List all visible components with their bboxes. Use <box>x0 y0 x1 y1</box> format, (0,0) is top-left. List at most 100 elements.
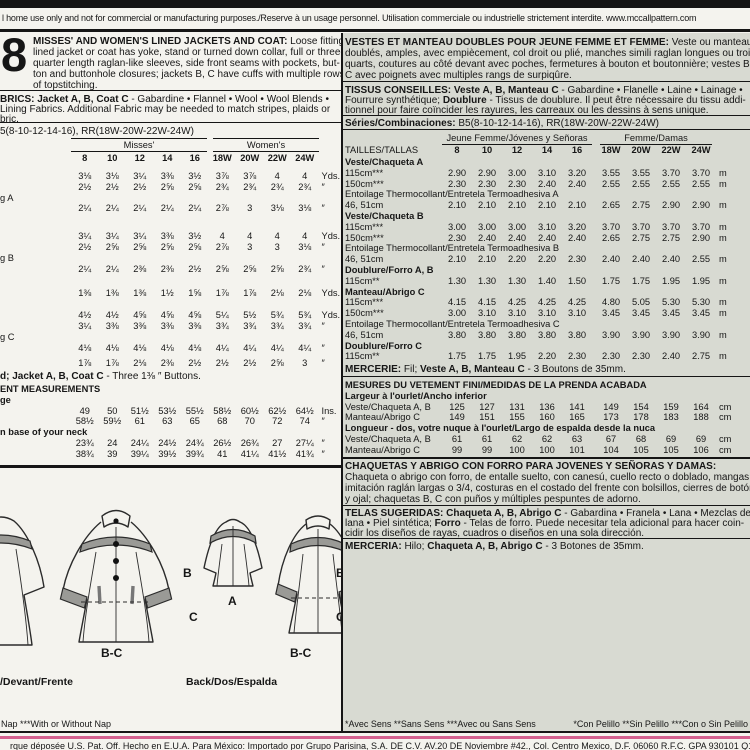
finished-measurements-table: ENT MEASUREMENTS ge 49 50 51½ 53½ 55½ 58½ 60½ 62½… <box>0 384 356 460</box>
coat-a-front-partial-drawing <box>0 516 45 646</box>
table-row: 38¾ 39 39¼ 39½ 39¾ 41 41¼ 41½ 41¾ ″ <box>75 448 325 459</box>
coat-bc-front-drawing <box>59 509 173 643</box>
top-rule <box>0 29 750 32</box>
garment-description-line-4: ton and buttonhole closures; jackets B, … <box>33 69 345 80</box>
notions-line: d; Jacket A, B, Coat C - Three 1⅜ ″ Butt… <box>0 371 201 382</box>
table-row: 3⅛ 3⅛ 3¼ 3⅜ 3½ 3⅞ 3⅞ 4 4 Yds. <box>78 171 341 181</box>
table-row: 1⅜ 1⅜ 1⅜ 1½ 1⅝ 1⅞ 1⅞ 2⅛ 2⅛ Yds. <box>78 288 341 299</box>
fabrics-line-2: Lining Fabrics. Additional Fabric may be… <box>0 104 331 115</box>
view-b-label-front: B <box>183 566 192 580</box>
french-spanish-panel-background <box>341 33 750 731</box>
table-row: 3¼ 3⅜ 3⅜ 3⅜ 3⅜ 3¾ 3¾ 3¾ 3¾ ″ <box>78 320 325 331</box>
table-row: 4½ 4½ 4⅝ 4⅝ 4⅝ 5¼ 5½ 5¾ 5¾ Yds. <box>78 310 341 321</box>
table-row: 2¼ 2¼ 2⅜ 2⅜ 2½ 2⅝ 2⅝ 2⅝ 2¾ ″ <box>78 263 325 274</box>
table-row: Manteau/Abrigo C 99 99 100 100 101 104 105 105 10… <box>345 444 732 455</box>
size-group-header: Misses' Women's <box>0 138 319 152</box>
fr-description-line-3: quarts, coutures au côté devant avec poc… <box>345 59 750 70</box>
table-row: ENT MEASUREMENTS <box>0 384 101 394</box>
tailles-header-row: TAILLES/TALLAS 8 10 12 14 16 18W 20W 22W 24W <box>345 145 716 156</box>
top-legal-line: l home use only and not for commercial o… <box>2 13 697 23</box>
telas-line-1: TELAS SUGERIDAS: Chaqueta A, B, Abrigo C… <box>345 508 750 519</box>
view-c-label-front: C <box>189 610 198 624</box>
mercerie-line: MERCERIE: Fil; Veste A, B, Manteau C - 3… <box>345 364 626 375</box>
table-row: 115cm** 1.75 1.75 1.95 2.20 2.30 2.30 2.30 2.40 2… <box>345 351 727 362</box>
garment-description-line-1: MISSES' AND WOMEN'S LINED JACKETS AND CO… <box>33 36 347 47</box>
table-row: 150cm*** 3.00 3.10 3.10 3.10 3.10 3.45 3.45 3.45… <box>345 308 727 319</box>
table-row: 115cm** 1.30 1.30 1.30 1.40 1.50 1.75 1.75 1.95 1… <box>345 275 727 286</box>
table-row: Entoilage Thermocollant/Entretela Termoa… <box>345 189 559 200</box>
chaquetas-line-2: Chaqueta o abrigo con forro, de entalle … <box>345 472 750 483</box>
fabrics-line-3: bric. <box>0 114 19 125</box>
table-row: 2¼ 2¼ 2¼ 2¼ 2¼ 2⅞ 3 3⅛ 3⅛ ″ <box>78 203 325 214</box>
table-row: Entoilage Thermocollant/Entretela Termoa… <box>345 318 560 329</box>
jeune-femme-group-label: Jeune Femme/Jóvenes y Señoras <box>442 133 592 145</box>
con-pelillo-footnote: *Con Pelillo **Sin Pelillo ***Con o Sin … <box>573 719 748 729</box>
table-row: Veste/Chaqueta B <box>345 210 424 221</box>
table-row: 2½ 2½ 2½ 2⅝ 2⅝ 2¾ 2¾ 2¾ 2¾ ″ <box>78 181 325 192</box>
table-row: 2½ 2⅝ 2⅝ 2⅝ 2⅝ 2⅞ 3 3 3⅛ ″ <box>78 241 325 252</box>
table-row: Veste/Chaqueta A <box>345 157 424 167</box>
table-row: Largeur à l'ourlet/Ancho inferior <box>345 390 487 401</box>
table-row: ge <box>0 394 11 405</box>
pink-rule <box>0 736 750 739</box>
table-row: 115cm*** 2.90 2.90 3.00 3.10 3.20 3.55 3.55 3.70… <box>345 167 727 178</box>
table-row: Entoilage Thermocollant/Entretela Termoa… <box>345 243 560 254</box>
garment-description-line-3: quarter length raglan-like sleeves, side… <box>33 58 340 69</box>
table-row: Doublure/Forro A, B <box>345 264 434 275</box>
table-row: g B <box>0 252 14 263</box>
fr-description-line-1: VESTES ET MANTEAU DOUBLES POUR JEUNE FEM… <box>345 37 750 48</box>
table-row: TAILLES/TALLAS 8 10 12 14 16 18W 20W 22W 24W <box>345 145 711 155</box>
telas-line-3: cidir los diseños de rayas, cuadros o di… <box>345 528 645 539</box>
table-row: 49 50 51½ 53½ 55½ 58½ 60½ 62½ 64½ Ins. <box>79 405 337 416</box>
garment-description-line-5: of topstitching. <box>33 80 98 91</box>
bottom-rule <box>0 731 750 733</box>
table-row: Longueur - dos, votre nuque à l'ourlet/L… <box>345 423 656 434</box>
womens-group-label: Women's <box>213 138 319 152</box>
table-row: Manteau/Abrigo C 149 151 155 160 165 173 178 183… <box>345 412 732 423</box>
fabrics-line-1: BRICS: Jacket A, B, Coat C - Gabardine •… <box>0 94 329 105</box>
divider <box>343 129 750 130</box>
heavy-divider <box>343 457 750 460</box>
chaquetas-line-1: CHAQUETAS Y ABRIGO CON FORRO PARA JOVENE… <box>345 461 717 472</box>
table-row: n base of your neck <box>0 427 88 438</box>
misses-group-label: Misses' <box>71 138 207 152</box>
table-row: 150cm*** 2.30 2.30 2.30 2.40 2.40 2.55 2.55 2.55… <box>345 178 727 189</box>
merceria-line: MERCERIA: Hilo; Chaqueta A, B, Abrigo C … <box>345 541 644 552</box>
table-row: 46, 51cm 3.80 3.80 3.80 3.80 3.80 3.90 3.90 3.90… <box>345 329 727 340</box>
divider <box>343 81 750 82</box>
pattern-number: 8 <box>1 28 28 81</box>
fr-size-group-header: Jeune Femme/Jóvenes y Señoras Femme/Dama… <box>345 133 712 145</box>
nap-footnote: Nap ***With or Without Nap <box>1 719 112 729</box>
table-row: 46, 51cm 2.10 2.10 2.20 2.20 2.30 2.40 2.40 2.40… <box>345 254 727 265</box>
divider <box>343 115 750 116</box>
views-bc-label-back: B-C <box>290 646 312 660</box>
left-size-header-row: 8 10 12 14 16 18W 20W 22W 24W <box>0 153 319 164</box>
table-row: g A <box>0 192 14 203</box>
telas-line-2: lana • Piel sintética; Forro - Telas de … <box>345 518 745 529</box>
table-row: Doublure/Forro C <box>345 340 422 351</box>
fr-description-line-2: doublés, amples, avec empiècement, col d… <box>345 48 750 59</box>
garment-description-line-2: lined jacket or coat has yoke, stand or … <box>33 47 344 58</box>
table-row: 46, 51cm 2.10 2.10 2.10 2.10 2.10 2.65 2.75 2.90… <box>345 200 727 211</box>
table-row: 115cm*** 4.15 4.15 4.25 4.25 4.25 4.80 5.05 5.30… <box>345 297 727 308</box>
back-caption: Back/Dos/Espalda <box>186 676 278 688</box>
divider <box>343 538 750 539</box>
femme-damas-group-label: Femme/Damas <box>600 133 712 145</box>
table-row: 1⅞ 1⅞ 2⅛ 2⅜ 2½ 2½ 2½ 2⅝ 3 ″ <box>78 358 325 369</box>
tissus-line-1: TISSUS CONSEILLES: Veste A, B, Manteau C… <box>345 85 743 96</box>
series-combinations-line: Séries/Combinaciones: B5(8-10-12-14-16),… <box>345 118 659 129</box>
table-row: g C <box>0 331 15 342</box>
divider <box>343 505 750 506</box>
tissus-line-2: Fourrure synthétique; Doublure - Tissus … <box>345 95 746 106</box>
divider <box>343 376 750 377</box>
metrage-table: Veste/Chaqueta A 115cm*** 2.90 2.90 3.00 3.10… <box>345 157 749 362</box>
fr-description-line-4: C avec poignets avec multiples rangs de … <box>345 70 572 81</box>
table-row: 150cm*** 2.30 2.40 2.40 2.40 2.40 2.65 2.75 2.75… <box>345 232 727 243</box>
view-a-label-back: A <box>228 594 237 608</box>
table-row: Manteau/Abrigo C <box>345 286 425 297</box>
table-row: Veste/Chaqueta A, B 61 61 62 62 63 67 68 69 69 cm <box>345 433 732 444</box>
view-c-label-back: C <box>336 610 356 624</box>
chaquetas-line-4: y ojal; chaquetas B, C con puños y múlti… <box>345 494 641 505</box>
table-row: 23¾ 24 24¼ 24½ 24¾ 26½ 26¾ 27 27¼ ″ <box>75 437 325 448</box>
